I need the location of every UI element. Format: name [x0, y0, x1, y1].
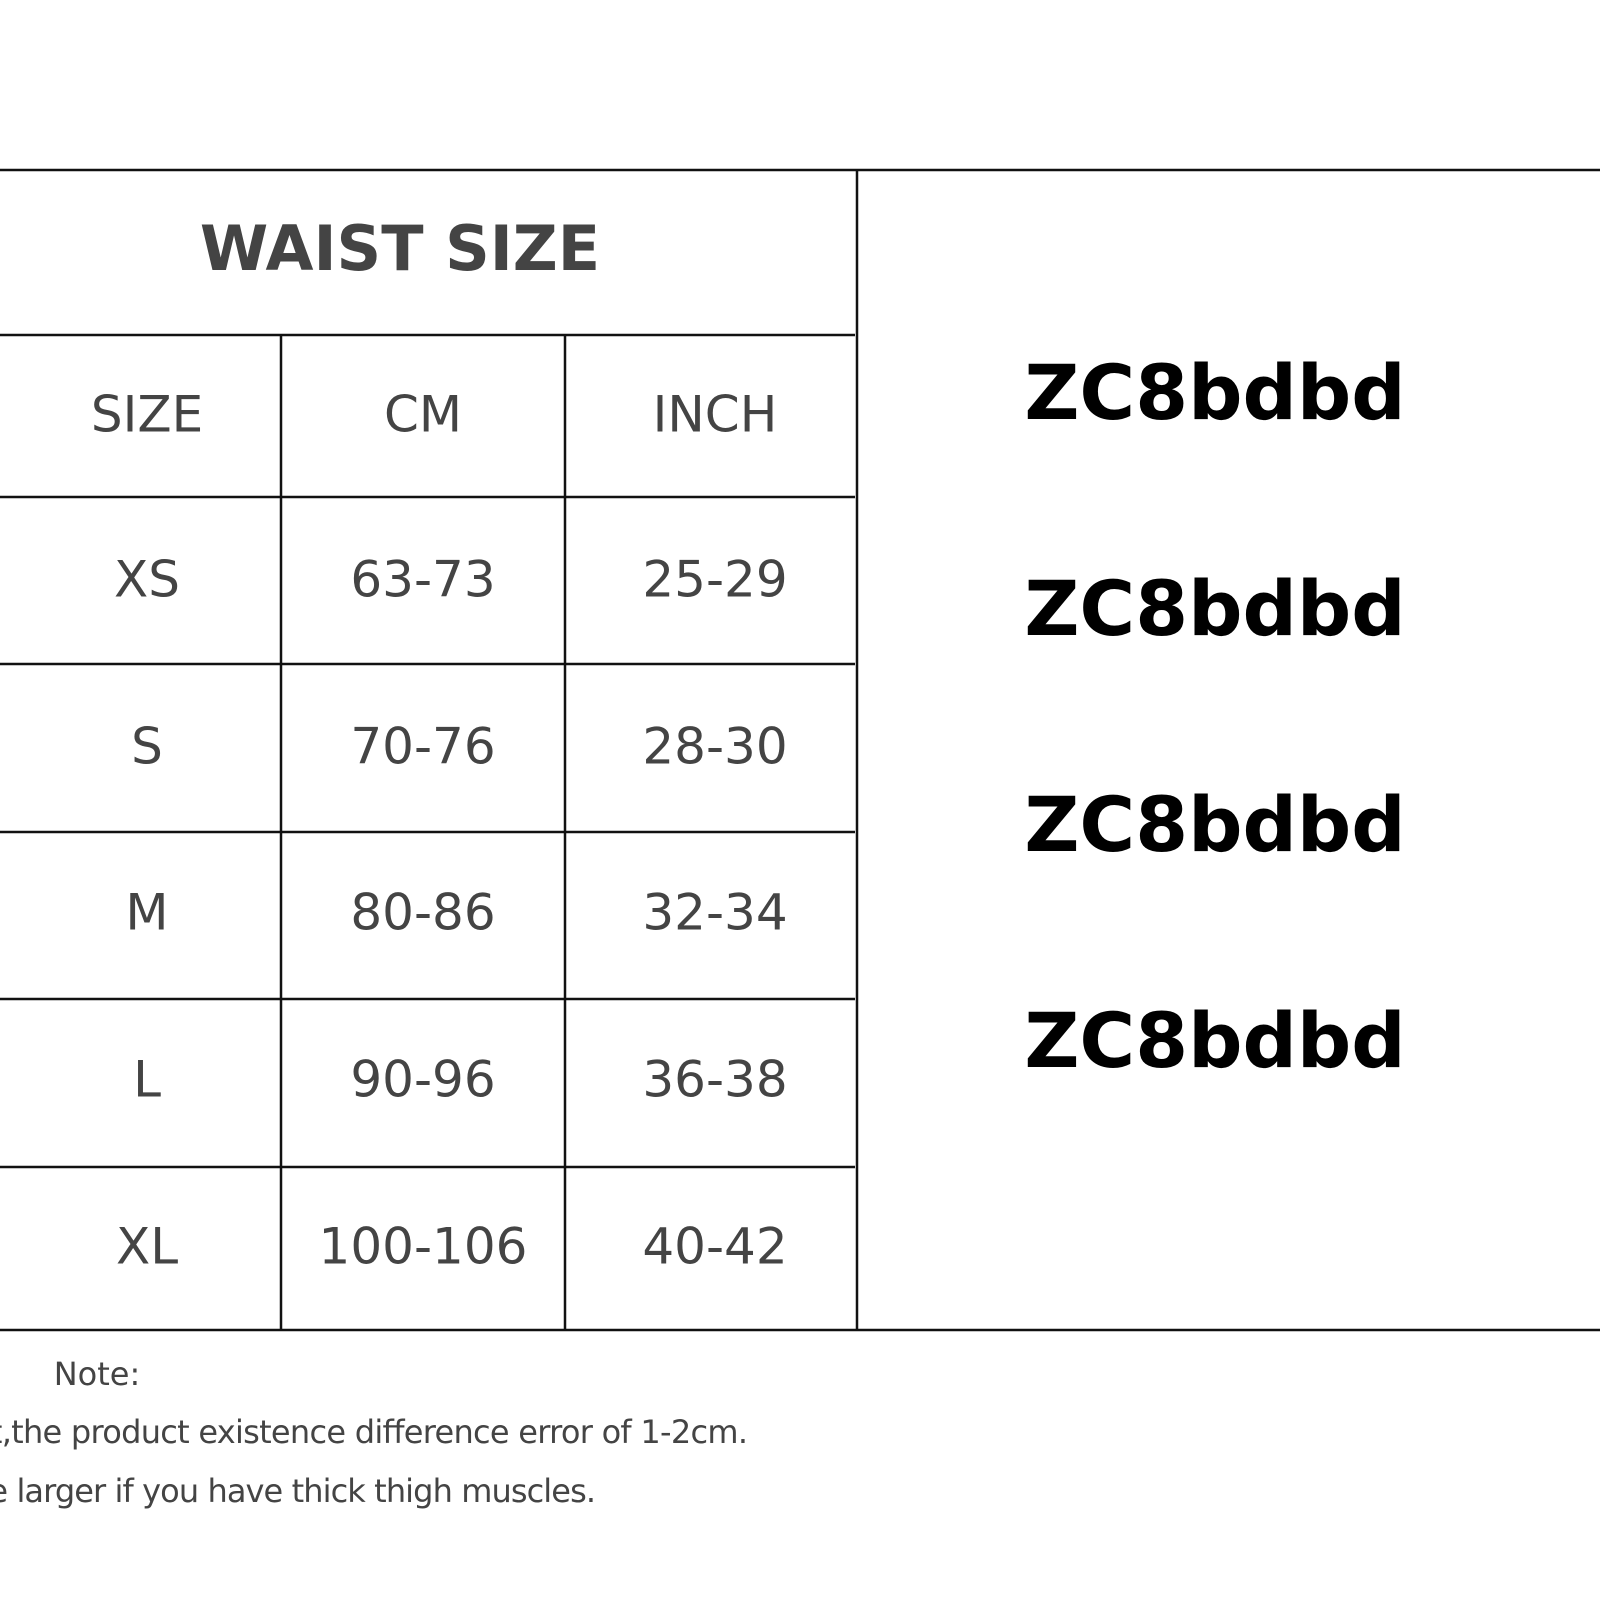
- table-cell: 80-86: [350, 884, 495, 942]
- table-cell: 40-42: [642, 1218, 787, 1276]
- table-cell: 100-106: [319, 1218, 528, 1276]
- table-cell: XS: [114, 551, 180, 609]
- table-cell: 90-96: [350, 1051, 495, 1109]
- table-title: WAIST SIZE: [200, 212, 600, 285]
- note-line: 1.Due to the different measurement,the p…: [0, 1413, 748, 1451]
- table-cell: L: [133, 1051, 161, 1109]
- table-cell: 25-29: [642, 551, 787, 609]
- table-cell: 32-34: [642, 884, 787, 942]
- table-cell: S: [131, 718, 163, 776]
- table-cell: XL: [116, 1218, 178, 1276]
- table-lines: [0, 168, 1600, 1332]
- table-cell: 28-30: [642, 718, 787, 776]
- note-heading: Note:: [54, 1355, 141, 1393]
- code-label: ZC8bdbd: [1024, 564, 1405, 653]
- header-cell: SIZE: [91, 386, 203, 444]
- note-line: 2.It is best to choose a size larger if …: [0, 1472, 596, 1510]
- code-label: ZC8bdbd: [1024, 780, 1405, 869]
- table-cell: M: [125, 884, 168, 942]
- header-cell: INCH: [653, 386, 778, 444]
- table-cell: 36-38: [642, 1051, 787, 1109]
- table-cell: 70-76: [350, 718, 495, 776]
- table-cell: 63-73: [350, 551, 495, 609]
- code-label: ZC8bdbd: [1024, 348, 1405, 437]
- header-cell: CM: [384, 386, 462, 444]
- code-label: ZC8bdbd: [1024, 996, 1405, 1085]
